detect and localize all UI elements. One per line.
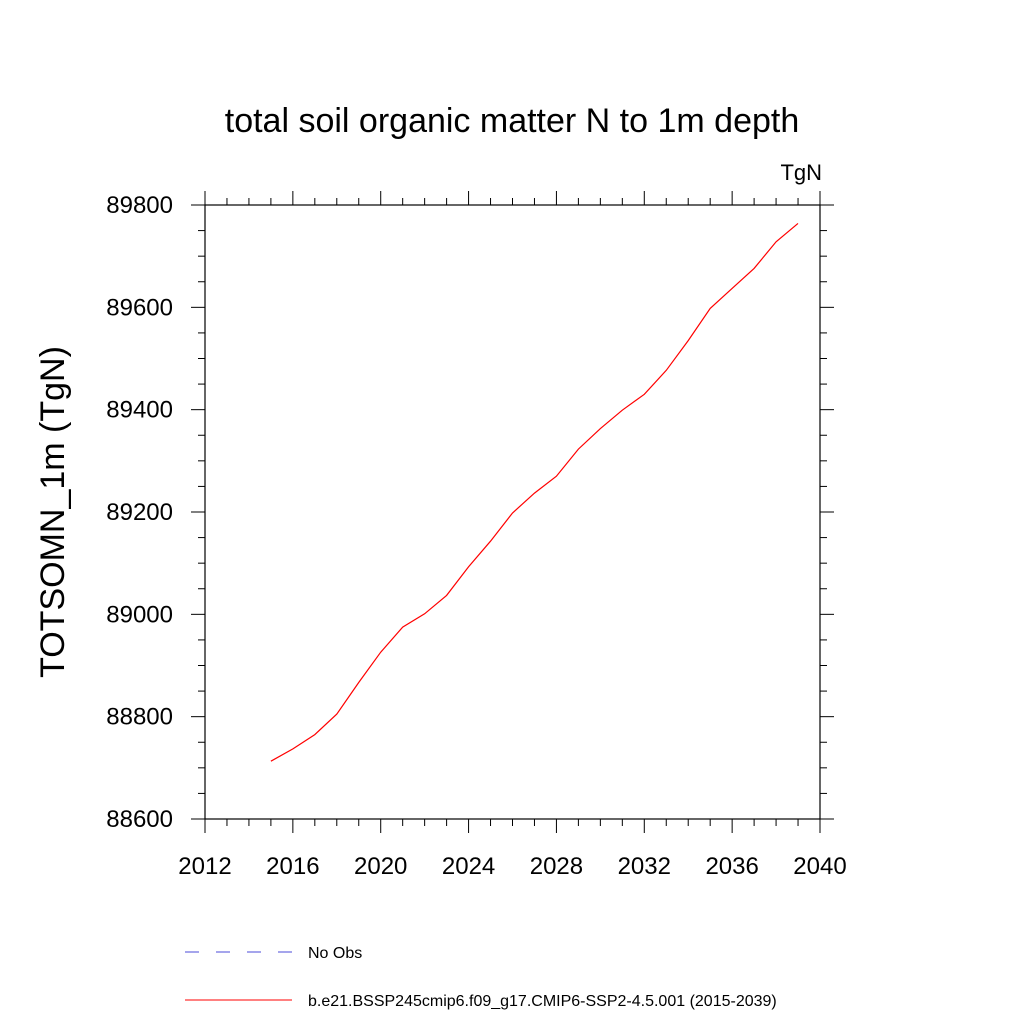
- x-tick-label: 2020: [354, 853, 407, 880]
- y-tick-label: 89200: [106, 499, 173, 526]
- x-tick-label: 2024: [442, 853, 495, 880]
- x-tick-label: 2028: [530, 853, 583, 880]
- x-tick-label: 2032: [618, 853, 671, 880]
- axis-ticks: [191, 191, 834, 833]
- x-tick-label: 2036: [705, 853, 758, 880]
- y-tick-label: 88800: [106, 704, 173, 731]
- x-tick-label: 2040: [793, 853, 846, 880]
- plot-frame: [204, 204, 821, 820]
- y-axis-label: TOTSOMN_1m (TgN): [34, 346, 72, 678]
- series-line: [270, 222, 799, 762]
- tick-labels: 2012 2016 2020 2024 2028 2032 2036 2040 88600 888…: [106, 192, 846, 880]
- legend-label: No Obs: [308, 945, 362, 962]
- y-tick-label: 89000: [106, 601, 173, 628]
- y-tick-label: 88600: [106, 806, 173, 833]
- x-tick-label: 2016: [266, 853, 319, 880]
- units-label: TgN: [780, 160, 822, 185]
- y-tick-label: 89800: [106, 192, 173, 219]
- legend: No Obs b.e21.BSSP245cmip6.f09_g17.CMIP6-S…: [185, 945, 777, 1010]
- chart-title: total soil organic matter N to 1m depth: [225, 102, 800, 140]
- legend-label: b.e21.BSSP245cmip6.f09_g17.CMIP6-SSP2-4.…: [308, 993, 777, 1010]
- y-tick-label: 89400: [106, 397, 173, 424]
- x-tick-label: 2012: [178, 853, 231, 880]
- y-tick-label: 89600: [106, 294, 173, 321]
- series-group: [270, 222, 799, 762]
